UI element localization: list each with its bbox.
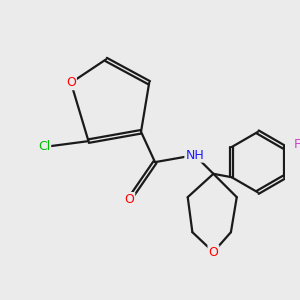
Text: F: F (294, 138, 300, 151)
Text: O: O (124, 193, 134, 206)
Text: Cl: Cl (38, 140, 50, 154)
Text: NH: NH (185, 148, 204, 162)
Text: O: O (208, 245, 218, 259)
Text: O: O (66, 76, 76, 89)
